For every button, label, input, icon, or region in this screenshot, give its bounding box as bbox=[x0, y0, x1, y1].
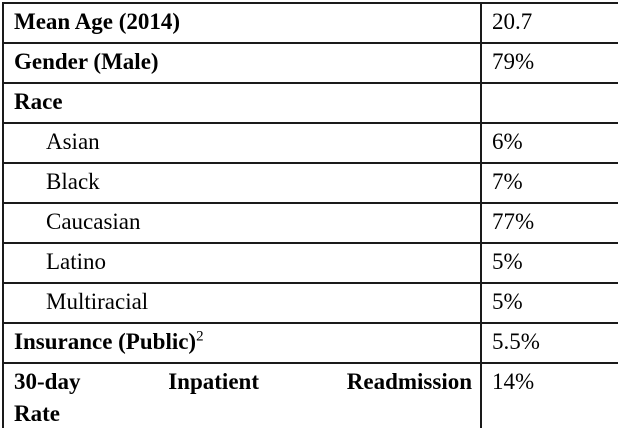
row-label-line: 30-day Inpatient Readmission bbox=[14, 369, 472, 394]
value-cell bbox=[480, 82, 618, 124]
table-row: 30-day Inpatient Readmission Rate 14% bbox=[2, 362, 618, 428]
row-value: 20.7 bbox=[492, 9, 533, 34]
table-row: Latino 5% bbox=[2, 242, 618, 284]
row-value: 5.5% bbox=[492, 329, 540, 354]
value-cell: 6% bbox=[480, 122, 618, 164]
value-cell: 5% bbox=[480, 242, 618, 284]
characteristic-cell: Asian bbox=[2, 122, 482, 164]
characteristic-cell: Mean Age (2014) bbox=[2, 2, 482, 44]
characteristic-cell: Race bbox=[2, 82, 482, 124]
row-label: Race bbox=[14, 89, 63, 114]
table-row: Caucasian 77% bbox=[2, 202, 618, 244]
footnote-marker: 2 bbox=[196, 328, 204, 345]
characteristic-cell: 30-day Inpatient Readmission Rate bbox=[2, 362, 482, 428]
row-value: 7% bbox=[492, 169, 523, 194]
characteristic-cell: Black bbox=[2, 162, 482, 204]
value-cell: 20.7 bbox=[480, 2, 618, 44]
row-value: 6% bbox=[492, 129, 523, 154]
row-value: 5% bbox=[492, 249, 523, 274]
row-label: Insurance (Public) bbox=[14, 329, 197, 354]
row-label: Asian bbox=[46, 129, 100, 154]
table-row: Insurance (Public)2 5.5% bbox=[2, 322, 618, 364]
characteristic-cell: Insurance (Public)2 bbox=[2, 322, 482, 364]
value-cell: 5% bbox=[480, 282, 618, 324]
value-cell: 5.5% bbox=[480, 322, 618, 364]
value-cell: 7% bbox=[480, 162, 618, 204]
row-label: Multiracial bbox=[46, 289, 149, 314]
characteristic-cell: Caucasian bbox=[2, 202, 482, 244]
table-row: Black 7% bbox=[2, 162, 618, 204]
value-cell: 79% bbox=[480, 42, 618, 84]
row-value: 79% bbox=[492, 49, 535, 74]
row-label: Latino bbox=[46, 249, 107, 274]
row-value: 77% bbox=[492, 209, 535, 234]
value-cell: 77% bbox=[480, 202, 618, 244]
row-value: 14% bbox=[492, 369, 535, 394]
table-row: Asian 6% bbox=[2, 122, 618, 164]
row-label: Mean Age (2014) bbox=[14, 9, 181, 34]
row-label: Caucasian bbox=[46, 209, 141, 234]
table-row: Race bbox=[2, 82, 618, 124]
table-row: Mean Age (2014) 20.7 bbox=[2, 2, 618, 44]
characteristic-cell: Latino bbox=[2, 242, 482, 284]
row-label: Black bbox=[46, 169, 100, 194]
table-row: Gender (Male) 79% bbox=[2, 42, 618, 84]
row-label-line: Rate bbox=[14, 401, 60, 426]
characteristic-cell: Gender (Male) bbox=[2, 42, 482, 84]
row-label: Gender (Male) bbox=[14, 49, 159, 74]
row-value: 5% bbox=[492, 289, 523, 314]
characteristic-cell: Multiracial bbox=[2, 282, 482, 324]
table-row: Multiracial 5% bbox=[2, 282, 618, 324]
value-cell: 14% bbox=[480, 362, 618, 428]
